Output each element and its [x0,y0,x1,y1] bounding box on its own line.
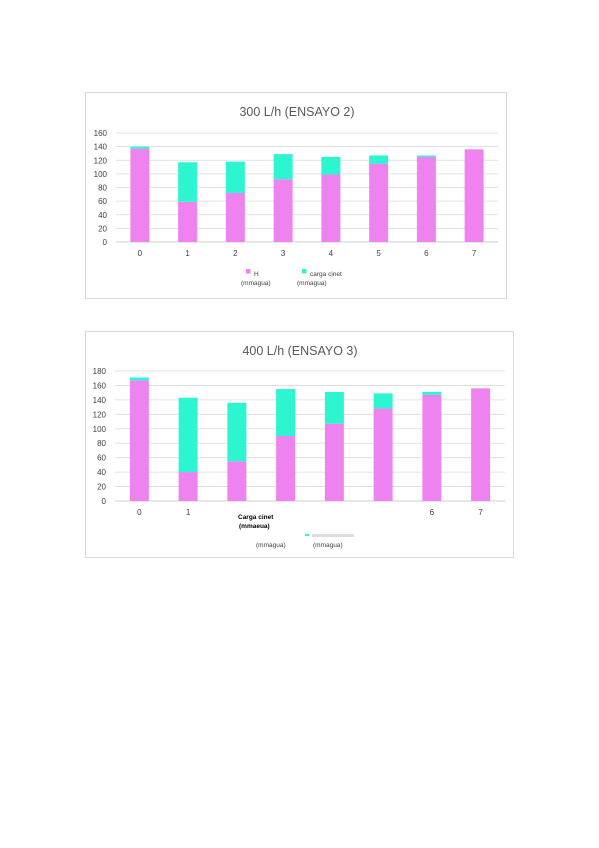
bar-carga-cinet [178,397,198,473]
bar-carga-cinet [273,154,293,180]
floating-label-unit: (mmaeua) [239,523,270,530]
bar-carga-cinet [129,377,149,381]
y-tick-label: 60 [97,454,106,463]
x-tick-label: 0 [138,249,143,258]
legend-unit: (mmagua) [313,542,343,549]
bar-h [276,436,296,501]
x-tick-label: 0 [137,508,142,517]
x-tick-label: 6 [430,508,435,517]
chart-title: 400 L/h (ENSAYO 3) [242,344,357,358]
y-tick-label: 0 [102,497,107,506]
x-tick-label: 4 [329,249,334,258]
legend-unit: (mmagua) [256,542,286,549]
bar-carga-cinet [373,393,393,409]
bar-h [464,149,484,242]
y-tick-label: 40 [98,211,107,220]
bar-carga-cinet [130,146,150,149]
y-tick-label: 40 [97,468,106,477]
bar-carga-cinet [324,391,344,424]
x-tick-label: 2 [233,249,238,258]
y-tick-label: 80 [97,439,106,448]
legend-unit: (mmagua) [241,280,271,287]
x-tick-label: 6 [424,249,429,258]
x-tick-label: 1 [185,249,190,258]
bar-h [178,472,198,501]
bar-h [422,394,442,501]
y-tick-label: 100 [94,170,108,179]
x-tick-label: 7 [472,249,477,258]
bar-h [273,179,293,242]
bar-carga-cinet [227,402,247,462]
x-tick-label: 3 [281,249,286,258]
bar-h [369,163,389,242]
bar-h [130,148,150,242]
y-tick-label: 180 [93,367,107,376]
y-tick-label: 120 [93,410,107,419]
bar-carga-cinet [416,155,436,157]
y-tick-label: 120 [94,156,108,165]
y-tick-label: 0 [103,238,108,247]
bar-h [471,388,491,501]
legend-text-clipped [312,534,354,537]
legend-label: H [254,271,259,278]
y-tick-label: 60 [98,197,107,206]
chart-ensayo-3: 400 L/h (ENSAYO 3) 020406080100120140160… [93,344,505,549]
legend-swatch [302,269,307,274]
bar-carga-cinet [321,156,341,175]
chart-card-ensayo-2: 300 L/h (ENSAYO 2) 0 20 40 60 80 100 120 140 160… [85,92,507,299]
bar-h [416,156,436,242]
x-tick-label: 5 [376,249,381,258]
bar-h [227,461,247,501]
bar-h [225,192,245,242]
y-tick-label: 140 [93,396,107,405]
y-tick-label: 160 [93,381,107,390]
bar-carga-cinet [276,389,296,436]
y-tick-label: 20 [97,483,106,492]
bar-h [178,201,198,242]
legend-swatch-partial [305,534,309,536]
bar-h [373,408,393,501]
x-tick-label: 7 [478,508,483,517]
chart-card-ensayo-3: 400 L/h (ENSAYO 3) 0 20 40 60 80 100 120 140 160… [85,331,514,558]
bar-h [324,423,344,501]
floating-label: Carga cinet [238,514,274,521]
y-tick-label: 20 [98,224,107,233]
legend-label: carga cinet [310,271,342,278]
y-tick-label: 100 [93,425,107,434]
x-tick-label: 1 [186,508,191,517]
bar-carga-cinet [369,155,389,164]
bar-carga-cinet [178,162,198,202]
chart-ensayo-2: 300 L/h (ENSAYO 2) 020406080100120140160… [94,105,498,287]
legend-swatch [246,269,251,274]
y-tick-label: 80 [98,184,107,193]
bar-h [321,174,341,242]
bar-h [129,380,149,501]
y-tick-label: 140 [94,143,108,152]
y-tick-label: 160 [94,129,108,138]
legend-unit: (mmagua) [297,280,327,287]
bar-carga-cinet [225,161,245,193]
chart-title: 300 L/h (ENSAYO 2) [239,105,354,119]
bar-carga-cinet [422,391,442,395]
